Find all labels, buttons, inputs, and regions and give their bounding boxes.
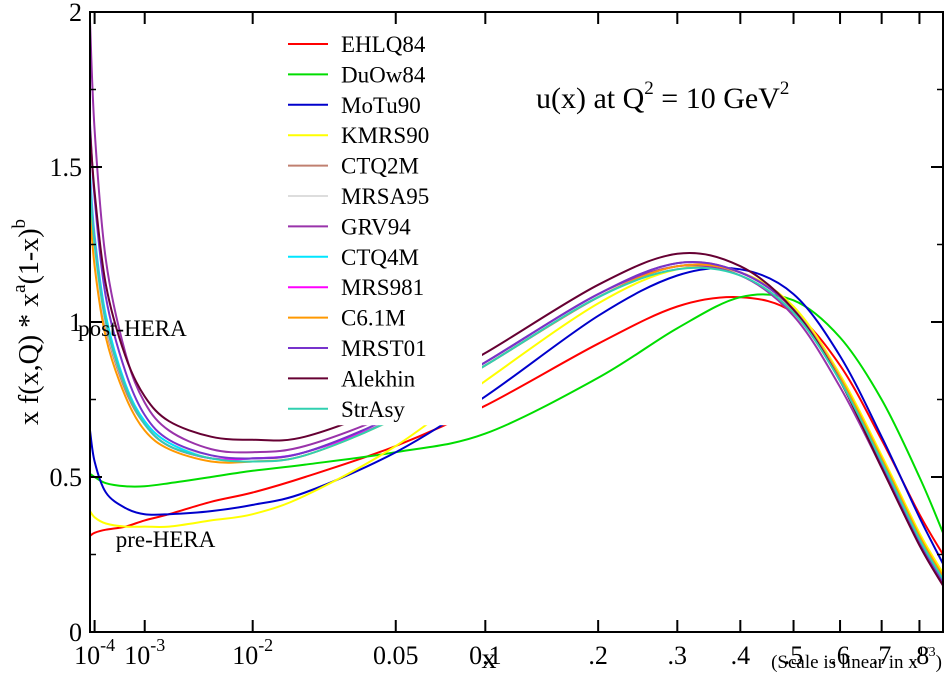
- x-tick-label: 0.1: [469, 641, 502, 670]
- x-tick-label: 0.05: [373, 641, 419, 670]
- series-line-ctq2m: [89, 204, 944, 580]
- x-tick-label: .4: [731, 641, 751, 670]
- legend: EHLQ84 DuOw84 MoTu90 KMRS90 CTQ2M MRSA95 GRV94…: [288, 32, 429, 422]
- series-line-mrst01: [89, 123, 944, 583]
- x-tick-label: 10-4: [74, 635, 115, 670]
- y-tick-label: 0.5: [50, 463, 83, 492]
- series-line-duow84: [89, 293, 944, 534]
- legend-label: MoTu90: [341, 93, 421, 118]
- chart-title: u(x) at Q2 = 10 GeV2: [536, 78, 789, 115]
- x-tick-label: .2: [588, 641, 608, 670]
- x-tick-label: .8: [910, 641, 930, 670]
- y-tick-label: 0: [69, 618, 82, 647]
- scale-note: (Scale is linear in x1/3): [771, 645, 942, 672]
- series-layer: [89, 21, 944, 587]
- axis-ticks: 0 0.5 1 1.5 2 10-4 10-3 10-2 0.05 0.1 .2 .3 .4 .5 .6 .7…: [50, 0, 943, 670]
- x-tick-label: .3: [668, 641, 688, 670]
- legend-label: KMRS90: [341, 123, 429, 148]
- series-line-motu90: [89, 266, 944, 565]
- x-tick-label: .7: [872, 641, 892, 670]
- series-line-ehlq84: [89, 296, 944, 556]
- series-line-ctq4m: [89, 173, 944, 580]
- legend-label: DuOw84: [341, 62, 426, 87]
- legend-label: MRST01: [341, 336, 427, 361]
- annotation-label: pre-HERA: [116, 527, 216, 552]
- x-tick-label: .5: [784, 641, 804, 670]
- legend-label: EHLQ84: [341, 32, 426, 57]
- y-axis-label: x f(x,Q) * xa(1-x)b: [9, 219, 45, 425]
- legend-label: CTQ2M: [341, 154, 419, 179]
- legend-label: MRS981: [341, 275, 424, 300]
- y-tick-label: 1: [69, 308, 82, 337]
- x-tick-label: 10-3: [124, 635, 165, 670]
- annotations: post-HERA pre-HERA: [78, 316, 216, 552]
- series-line-c6-1m: [89, 210, 944, 577]
- legend-label: Alekhin: [341, 366, 416, 391]
- x-axis-label: x: [482, 642, 497, 672]
- x-tick-label: .6: [830, 641, 850, 670]
- legend-label: C6.1M: [341, 306, 406, 331]
- legend-label: StrAsy: [341, 397, 405, 422]
- y-tick-label: 1.5: [50, 153, 83, 182]
- plot-frame: [89, 11, 944, 633]
- annotation-label: post-HERA: [78, 316, 187, 341]
- legend-label: GRV94: [341, 214, 411, 239]
- legend-label: MRSA95: [341, 184, 429, 209]
- legend-label: CTQ4M: [341, 245, 419, 270]
- y-tick-label: 2: [69, 0, 82, 27]
- x-tick-label: 10-2: [232, 635, 273, 670]
